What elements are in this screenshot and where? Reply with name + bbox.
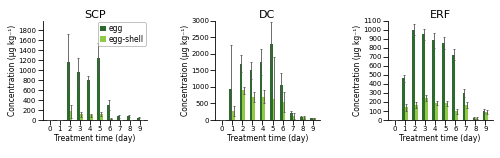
Bar xyxy=(67,62,70,120)
Title: SCP: SCP xyxy=(84,10,106,20)
X-axis label: Treatment time (day): Treatment time (day) xyxy=(54,134,136,143)
Bar xyxy=(100,114,102,120)
Bar xyxy=(242,90,245,120)
Bar xyxy=(290,113,292,120)
Bar xyxy=(272,99,276,120)
X-axis label: Treatment time (day): Treatment time (day) xyxy=(400,134,481,143)
Bar xyxy=(282,102,286,120)
Bar xyxy=(466,105,468,120)
Title: DC: DC xyxy=(260,10,276,20)
Y-axis label: Concentration (μg kg⁻¹): Concentration (μg kg⁻¹) xyxy=(8,25,17,116)
Bar xyxy=(405,107,408,120)
Bar xyxy=(80,114,82,120)
Bar xyxy=(452,55,456,120)
Bar xyxy=(462,93,466,120)
Bar xyxy=(432,40,435,120)
Bar xyxy=(415,105,418,120)
Bar xyxy=(250,70,252,120)
Bar xyxy=(476,118,478,120)
Bar xyxy=(302,117,306,120)
Bar xyxy=(77,72,80,120)
Bar xyxy=(117,116,120,120)
Y-axis label: Concentration (μg kg⁻¹): Concentration (μg kg⁻¹) xyxy=(353,25,362,116)
Bar xyxy=(270,44,272,120)
Bar xyxy=(313,118,316,120)
Bar xyxy=(260,62,262,120)
Bar xyxy=(252,97,255,120)
Bar xyxy=(87,80,90,120)
Y-axis label: Concentration (μg kg⁻¹): Concentration (μg kg⁻¹) xyxy=(180,25,190,116)
Bar xyxy=(486,112,488,120)
X-axis label: Treatment time (day): Treatment time (day) xyxy=(227,134,308,143)
Bar xyxy=(402,79,405,120)
Bar xyxy=(472,118,476,120)
Bar xyxy=(435,103,438,120)
Bar xyxy=(310,118,313,120)
Bar xyxy=(127,116,130,120)
Bar xyxy=(292,116,296,120)
Bar xyxy=(230,88,232,120)
Bar xyxy=(110,119,112,120)
Bar xyxy=(90,115,92,120)
Bar xyxy=(412,30,415,120)
Bar xyxy=(445,103,448,120)
Bar xyxy=(138,118,140,120)
Bar xyxy=(422,34,425,120)
Bar xyxy=(262,97,266,120)
Bar xyxy=(240,64,242,120)
Bar xyxy=(425,98,428,120)
Legend: egg, egg-shell: egg, egg-shell xyxy=(98,22,146,46)
Bar xyxy=(232,111,235,120)
Bar xyxy=(70,111,72,120)
Bar xyxy=(300,117,302,120)
Bar xyxy=(456,112,458,120)
Bar xyxy=(482,111,486,120)
Bar xyxy=(280,85,282,120)
Bar xyxy=(442,43,445,120)
Bar xyxy=(107,105,110,120)
Bar xyxy=(97,58,100,120)
Title: ERF: ERF xyxy=(430,10,450,20)
